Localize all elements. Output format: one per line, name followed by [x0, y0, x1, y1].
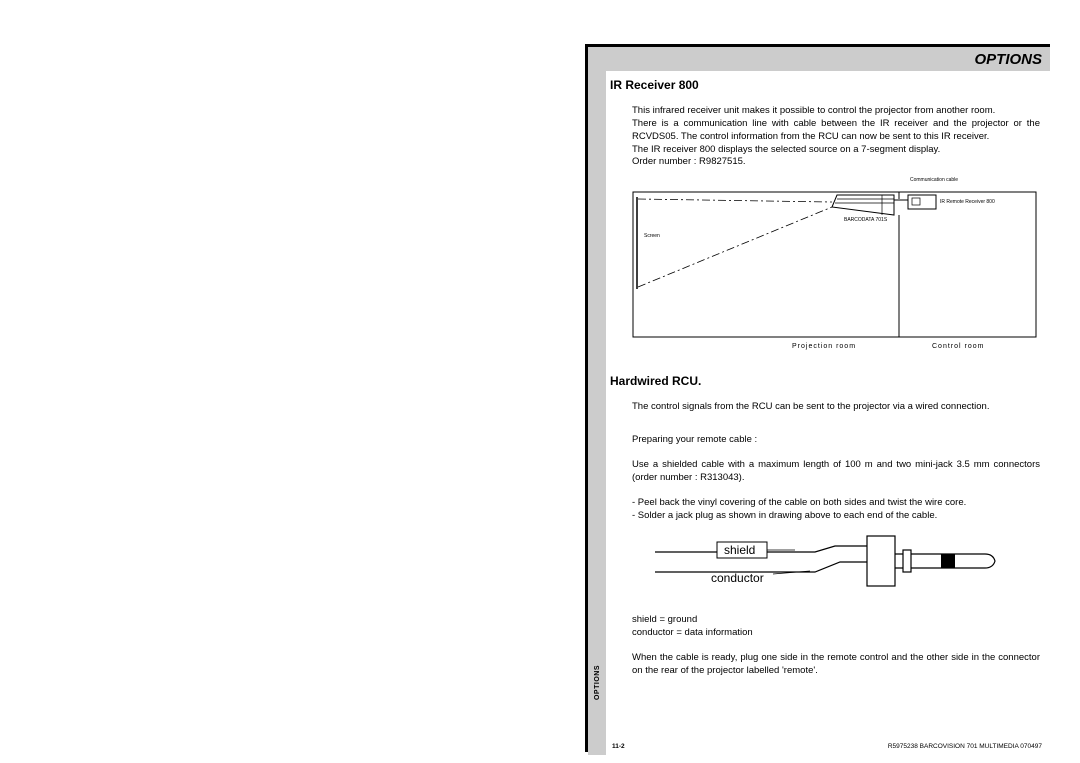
footer-right: R5975238 BARCOVISION 701 MULTIMEDIA 0704…	[888, 743, 1042, 750]
page-number: 11-2	[612, 743, 625, 750]
section2-title: Hardwired RCU.	[610, 373, 1050, 389]
content-area: IR Receiver 800 This infrared receiver u…	[610, 77, 1050, 678]
screen-label: Screen	[644, 233, 660, 240]
document-page: OPTIONS OPTIONS IR Receiver 800 This inf…	[585, 44, 1050, 752]
side-tab: OPTIONS	[588, 71, 606, 755]
s2-p7: conductor = data information	[632, 627, 1040, 640]
s2-p6: shield = ground	[632, 614, 1040, 627]
projector-model-label: BARCODATA 701S	[844, 217, 887, 224]
s1-p3: The IR receiver 800 displays the selecte…	[632, 144, 1040, 157]
cable-diagram: shield conductor	[655, 532, 1005, 602]
s2-p2: Preparing your remote cable :	[632, 434, 1040, 447]
comm-cable-label: Communication cable	[910, 177, 958, 184]
s2-p5: - Solder a jack plug as shown in drawing…	[632, 510, 1040, 523]
side-tab-text: OPTIONS	[594, 665, 601, 700]
section1-body: This infrared receiver unit makes it pos…	[632, 105, 1040, 169]
control-room-label: Control room	[932, 342, 984, 351]
header-bar: OPTIONS	[588, 47, 1050, 71]
conductor-label: conductor	[711, 570, 764, 586]
s1-p1: This infrared receiver unit makes it pos…	[632, 105, 1040, 118]
s2-p4: - Peel back the vinyl covering of the ca…	[632, 497, 1040, 510]
projection-room-label: Projection room	[792, 342, 856, 351]
shield-label: shield	[724, 542, 755, 558]
ir-receiver-label: IR Remote Receiver 800	[940, 199, 995, 206]
section2-body: The control signals from the RCU can be …	[632, 401, 1040, 522]
header-title: OPTIONS	[974, 51, 1042, 68]
s2-p3: Use a shielded cable with a maximum leng…	[632, 459, 1040, 485]
s1-p4: Order number : R9827515.	[632, 156, 1040, 169]
section2-body2: shield = ground conductor = data informa…	[632, 614, 1040, 677]
section1-title: IR Receiver 800	[610, 77, 1050, 93]
s1-p2: There is a communication line with cable…	[632, 118, 1040, 144]
cable-svg	[655, 532, 1005, 602]
room-diagram: Communication cable IR Remote Receiver 8…	[632, 177, 1037, 357]
s2-p8: When the cable is ready, plug one side i…	[632, 652, 1040, 678]
s2-p1: The control signals from the RCU can be …	[632, 401, 1040, 414]
